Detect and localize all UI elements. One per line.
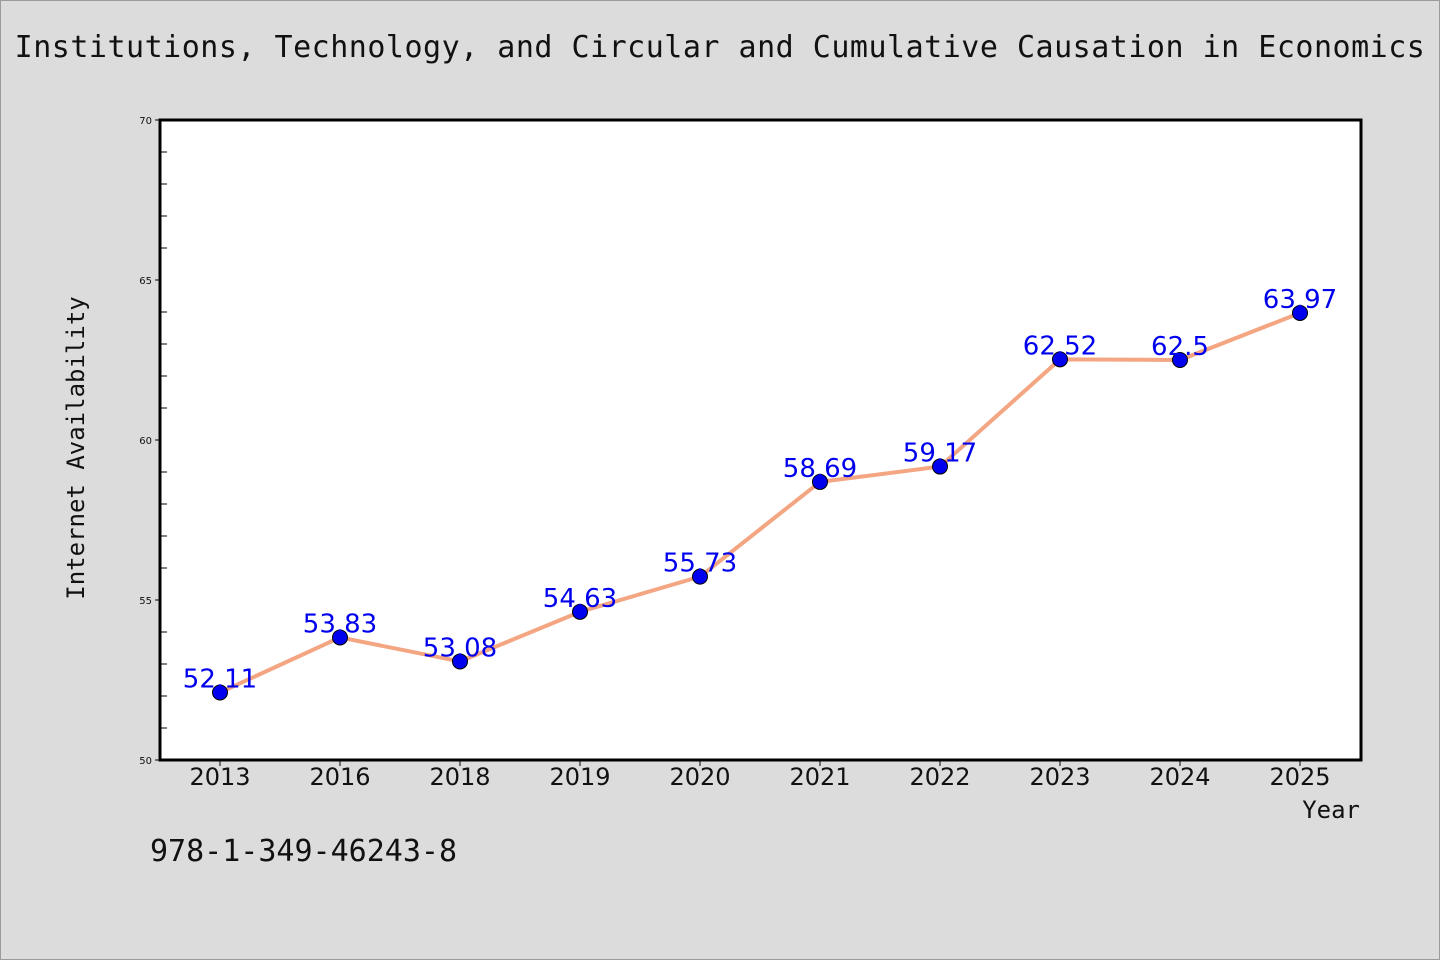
y-tick-label: 50 <box>139 756 152 767</box>
data-label: 53.08 <box>423 633 497 663</box>
y-tick-label: 70 <box>139 116 152 127</box>
data-label: 52.11 <box>183 664 257 694</box>
x-tick-label: 2022 <box>909 763 970 791</box>
x-tick-label: 2019 <box>549 763 610 791</box>
y-tick-label: 65 <box>139 276 152 287</box>
data-label: 54.63 <box>543 584 617 614</box>
data-label: 53.83 <box>303 609 377 639</box>
plot-area <box>158 118 1363 762</box>
x-tick-label: 2023 <box>1029 763 1090 791</box>
data-point <box>452 653 468 670</box>
series-line <box>219 311 1301 695</box>
x-tick-label: 2013 <box>189 763 250 791</box>
data-label: 62.52 <box>1023 331 1097 361</box>
data-label: 62.5 <box>1151 332 1209 362</box>
y-tick-label: 60 <box>139 436 152 447</box>
data-label: 63.97 <box>1263 285 1337 315</box>
data-point <box>692 568 708 585</box>
data-point <box>572 603 588 620</box>
chart-title: Institutions, Technology, and Circular a… <box>14 30 1426 65</box>
y-tick-label: 55 <box>139 596 152 607</box>
y-axis: 50 55 60 65 70 <box>139 116 167 767</box>
x-tick-label: 2018 <box>429 763 490 791</box>
data-point <box>212 684 228 701</box>
x-tick-label: 2021 <box>789 763 850 791</box>
x-tick-label: 2016 <box>309 763 370 791</box>
data-series <box>212 304 1308 701</box>
data-point <box>812 473 828 490</box>
x-tick-label: 2025 <box>1269 763 1330 791</box>
y-axis-label: Internet Availability <box>62 296 90 600</box>
x-tick-label: 2024 <box>1149 763 1210 791</box>
data-label: 58.69 <box>783 454 857 484</box>
data-point <box>332 629 348 646</box>
data-label: 59.17 <box>903 439 977 469</box>
x-axis: 2013 2016 2018 2019 2020 2021 2022 2023 2024 2025 <box>189 760 1331 791</box>
data-point <box>1172 352 1188 368</box>
data-point <box>1052 351 1068 368</box>
x-axis-label: Year <box>1302 796 1360 824</box>
data-labels: 52.11 53.83 53.08 54.63 55.73 58.69 59.17 62.52… <box>183 285 1337 695</box>
data-label: 55.73 <box>663 549 737 579</box>
data-point <box>932 458 948 475</box>
x-tick-label: 2020 <box>669 763 730 791</box>
data-point <box>1292 304 1308 321</box>
isbn-text: 978-1-349-46243-8 <box>150 834 458 869</box>
